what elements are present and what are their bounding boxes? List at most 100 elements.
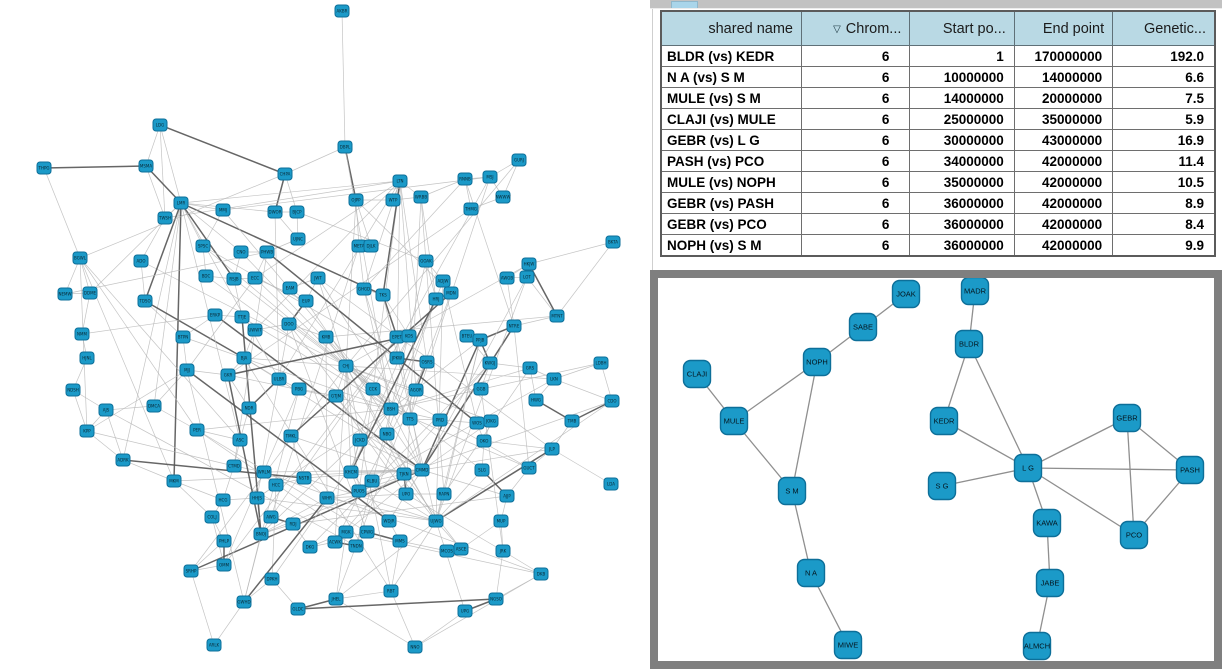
network-node[interactable]: MUP [493, 514, 509, 528]
network-node[interactable]: HWG [528, 393, 544, 407]
network-node[interactable]: CDO [604, 394, 620, 408]
network-node[interactable]: TWSH [157, 211, 173, 225]
table-row-8[interactable]: GEBR (vs) PCO 6 36000000 42000000 8.4 [660, 213, 1216, 235]
network-node[interactable]: CPWG [359, 525, 375, 539]
network-node[interactable]: THPG [36, 161, 52, 175]
network-node[interactable]: GOAK [418, 254, 434, 268]
network-node[interactable]: DMCA [146, 399, 162, 413]
network-node[interactable]: HCC [268, 478, 284, 492]
network-node[interactable]: GWHD [236, 595, 252, 609]
network-node[interactable]: MMJ [215, 203, 231, 217]
network-node[interactable]: TMB [564, 414, 580, 428]
cell-chrom[interactable]: 6 [800, 192, 911, 214]
network-node[interactable]: CHPA [277, 167, 293, 181]
network-node[interactable]: DJLK [363, 239, 379, 253]
subnetwork-node-kawa[interactable]: KAWA [1032, 508, 1062, 538]
network-node[interactable]: NEMW [57, 287, 73, 301]
cell-shared-name[interactable]: PASH (vs) PCO [660, 150, 802, 172]
cell-shared-name[interactable]: GEBR (vs) PASH [660, 192, 802, 214]
network-node[interactable]: OKO [476, 434, 492, 448]
network-node[interactable]: DDME [82, 286, 98, 300]
table-row-3[interactable]: CLAJI (vs) MULE 6 25000000 35000000 5.9 [660, 108, 1216, 130]
panel-splitter[interactable] [652, 0, 653, 270]
network-node[interactable]: KLBU [364, 474, 380, 488]
cell-shared-name[interactable]: BLDR (vs) KEDR [660, 45, 802, 67]
network-node[interactable]: PER [189, 423, 205, 437]
subnetwork-node-kedr[interactable]: KEDR [929, 406, 959, 436]
cell-genetic[interactable]: 5.9 [1112, 108, 1216, 130]
subnetwork-node-l-g[interactable]: L G [1013, 453, 1043, 483]
network-node[interactable]: DWOR [267, 205, 283, 219]
cell-chrom[interactable]: 6 [800, 150, 911, 172]
subnetwork-node-claji[interactable]: CLAJI [682, 359, 712, 389]
network-node[interactable]: GGB [473, 382, 489, 396]
network-node[interactable]: SRHP [183, 564, 199, 578]
subnetwork-node-bldr[interactable]: BLDR [954, 329, 984, 359]
network-node[interactable]: LDA [603, 477, 619, 491]
network-node[interactable]: NSTB [296, 471, 312, 485]
network-node[interactable]: OSRS [419, 355, 435, 369]
cell-start-po[interactable]: 36000000 [909, 234, 1015, 257]
network-node[interactable]: JOKG [483, 414, 499, 428]
network-node[interactable]: KPP [79, 424, 95, 438]
network-node[interactable]: BJA [236, 351, 252, 365]
network-node[interactable]: JHEL [328, 592, 344, 606]
cell-end-point[interactable]: 42000000 [1013, 171, 1114, 193]
network-node[interactable]: RBT [383, 584, 399, 598]
network-node[interactable]: ADRK [115, 453, 131, 467]
subnetwork-node-noph[interactable]: NOPH [802, 347, 832, 377]
cell-shared-name[interactable]: NOPH (vs) S M [660, 234, 802, 257]
table-row-7[interactable]: GEBR (vs) PASH 6 36000000 42000000 8.9 [660, 192, 1216, 214]
cell-shared-name[interactable]: GEBR (vs) PCO [660, 213, 802, 235]
cell-genetic[interactable]: 8.4 [1112, 213, 1216, 235]
network-node[interactable]: RNNB [457, 172, 473, 186]
cell-chrom[interactable]: 6 [800, 66, 911, 88]
network-node[interactable]: BTPN [175, 330, 191, 344]
column-header-shared-name[interactable]: shared name [660, 10, 802, 46]
cell-start-po[interactable]: 10000000 [909, 66, 1015, 88]
subnetwork-canvas[interactable]: JOAK MADR SABE BLDR NOPH CLAJI MULE KEDR GEBR L G… [658, 276, 1214, 661]
network-node[interactable]: ASCE [453, 542, 469, 556]
cell-end-point[interactable]: 42000000 [1013, 234, 1114, 257]
network-node[interactable]: TTJE [234, 310, 250, 324]
network-node[interactable]: UJNC [290, 232, 306, 246]
cell-end-point[interactable]: 20000000 [1013, 87, 1114, 109]
table-panel-tab[interactable] [671, 1, 698, 8]
cell-shared-name[interactable]: CLAJI (vs) MULE [660, 108, 802, 130]
cell-shared-name[interactable]: MULE (vs) NOPH [660, 171, 802, 193]
cell-chrom[interactable]: 6 [800, 234, 911, 257]
network-node[interactable]: MTNT [549, 309, 565, 323]
subnetwork-node-almch[interactable]: ALMCH [1022, 631, 1052, 661]
network-node[interactable]: LOT [519, 270, 535, 284]
network-node[interactable]: BSH [383, 402, 399, 416]
subnetwork-node-jabe[interactable]: JABE [1035, 568, 1065, 598]
network-node[interactable]: PBG [291, 382, 307, 396]
network-node[interactable]: UWWT [247, 323, 263, 337]
network-node[interactable]: NBO [379, 427, 395, 441]
network-node[interactable]: AWGB [499, 271, 515, 285]
cell-genetic[interactable]: 16.9 [1112, 129, 1216, 151]
network-node[interactable]: WDJR [381, 514, 397, 528]
network-node[interactable]: GKR [220, 368, 236, 382]
network-node[interactable]: JWT [310, 271, 326, 285]
network-node[interactable]: AGOR [408, 383, 424, 397]
network-node[interactable]: GUCT [521, 461, 537, 475]
network-node[interactable]: JCKD [352, 433, 368, 447]
network-node[interactable]: PUOS [351, 484, 367, 498]
cell-end-point[interactable]: 42000000 [1013, 192, 1114, 214]
network-node[interactable]: OJPP [348, 193, 364, 207]
table-row-1[interactable]: N A (vs) S M 6 10000000 14000000 6.6 [660, 66, 1216, 88]
network-node[interactable]: PPJB [472, 333, 488, 347]
network-node[interactable]: NGSO [488, 592, 504, 606]
cell-genetic[interactable]: 10.5 [1112, 171, 1216, 193]
network-node[interactable]: COLJ [204, 510, 220, 524]
table-row-2[interactable]: MULE (vs) S M 6 14000000 20000000 7.5 [660, 87, 1216, 109]
subnetwork-node-sabe[interactable]: SABE [848, 312, 878, 342]
cell-genetic[interactable]: 11.4 [1112, 150, 1216, 172]
cell-start-po[interactable]: 35000000 [909, 171, 1015, 193]
network-node[interactable]: AJJP [499, 489, 515, 503]
cell-chrom[interactable]: 6 [800, 171, 911, 193]
table-row-4[interactable]: GEBR (vs) L G 6 30000000 43000000 16.9 [660, 129, 1216, 151]
network-node[interactable]: GRS [522, 361, 538, 375]
network-node[interactable]: GHGD [356, 282, 372, 296]
